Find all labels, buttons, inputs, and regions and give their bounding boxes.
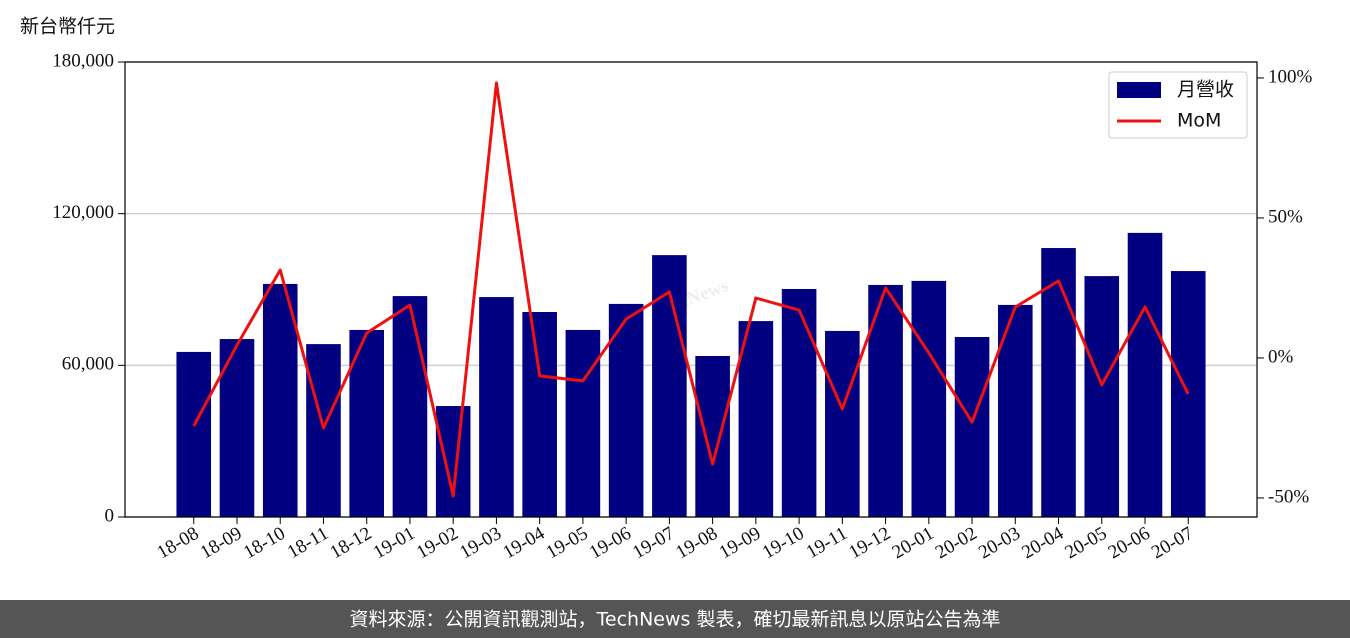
x-tick-label: 19-01 xyxy=(370,523,419,563)
bar xyxy=(306,344,341,517)
legend-label: 月營收 xyxy=(1177,79,1234,101)
bar xyxy=(565,329,601,517)
legend-swatch xyxy=(1117,82,1161,98)
x-tick-label: 18-11 xyxy=(284,523,332,563)
bar xyxy=(1084,276,1120,517)
y2-tick-label: 100% xyxy=(1268,66,1313,87)
x-tick-label: 19-11 xyxy=(803,523,851,563)
legend-label: MoM xyxy=(1177,110,1221,132)
bar xyxy=(695,355,730,517)
bar xyxy=(738,321,774,517)
plot-frame xyxy=(124,61,1258,518)
y2-tick-label: 0% xyxy=(1268,346,1294,367)
x-tick-label: 19-06 xyxy=(586,523,635,563)
bar xyxy=(911,280,947,517)
x-tick-label: 19-09 xyxy=(716,523,765,563)
footer: 資料來源：公開資訊觀測站，TechNews 製表，確切最新訊息以原站公告為準 xyxy=(350,609,1001,631)
bar xyxy=(1041,248,1076,518)
bar xyxy=(262,283,298,517)
x-tick-label: 19-03 xyxy=(456,523,505,563)
bar xyxy=(392,296,428,517)
y-tick-label: 60,000 xyxy=(62,354,114,375)
x-tick-label: 18-10 xyxy=(240,523,289,563)
x-tick-label: 18-12 xyxy=(326,523,375,563)
bar xyxy=(1127,232,1163,517)
bar xyxy=(954,337,990,517)
y2-tick-label: 50% xyxy=(1268,206,1303,227)
bar xyxy=(435,406,471,517)
bar xyxy=(608,303,644,517)
bar xyxy=(479,297,514,517)
x-tick-label: 18-09 xyxy=(197,523,246,563)
x-tick-label: 18-08 xyxy=(154,523,203,563)
x-tick-label: 19-04 xyxy=(499,523,548,564)
bar xyxy=(781,288,817,517)
x-tick-label: 20-03 xyxy=(975,523,1024,563)
y-tick-label: 0 xyxy=(105,505,115,526)
x-tick-label: 20-02 xyxy=(932,523,981,563)
y-tick-label: 180,000 xyxy=(52,50,114,71)
x-tick-label: 19-12 xyxy=(845,523,894,563)
x-tick-label: 19-02 xyxy=(413,523,462,563)
line xyxy=(192,81,1190,498)
x-tick-label: 20-04 xyxy=(1018,523,1067,564)
x-tick-label: 19-08 xyxy=(672,523,721,563)
x-tick-label: 20-07 xyxy=(1148,523,1197,563)
y-axis-label: 新台幣仟元 xyxy=(20,16,115,38)
bar xyxy=(522,311,557,517)
bar xyxy=(825,330,860,517)
x-tick-label: 20-01 xyxy=(889,523,938,563)
y2-tick-label: -50% xyxy=(1268,486,1309,507)
footer-band xyxy=(0,600,1350,638)
bar xyxy=(176,351,212,517)
x-tick-label: 19-07 xyxy=(629,523,678,563)
x-tick-label: 20-05 xyxy=(1062,523,1111,563)
x-tick-label: 19-05 xyxy=(543,523,592,563)
y-tick-label: 120,000 xyxy=(52,202,114,223)
x-tick-label: 20-06 xyxy=(1105,523,1154,563)
x-tick-label: 19-10 xyxy=(759,523,808,563)
